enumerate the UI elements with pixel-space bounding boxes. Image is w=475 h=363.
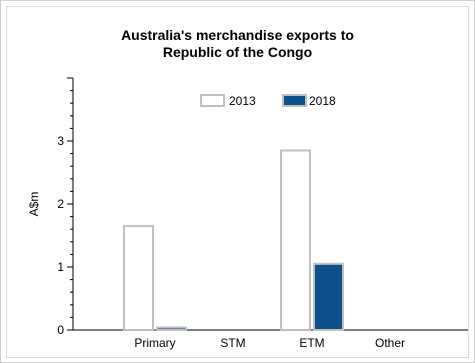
y-axis-title: A$m — [27, 192, 41, 217]
bar-2018-etm — [313, 262, 344, 332]
legend-label-2013: 2013 — [229, 94, 256, 108]
chart-title-line1: Australia's merchandise exports to — [121, 27, 354, 43]
y-tick-label: 0 — [57, 323, 64, 337]
x-tick-label: ETM — [299, 336, 324, 350]
legend-swatch-2013 — [200, 94, 225, 107]
legend-label-2018: 2018 — [309, 94, 336, 108]
chart-panel — [6, 6, 469, 358]
bar-2013-etm — [280, 149, 311, 331]
y-tick-label: 3 — [57, 134, 64, 148]
chart-title: Australia's merchandise exports to Repub… — [0, 27, 475, 61]
y-tick-label: 1 — [57, 260, 64, 274]
x-tick-label: Other — [375, 336, 405, 350]
y-tick-label: 2 — [57, 197, 64, 211]
bar-2018-primary — [156, 326, 187, 332]
x-tick-label: STM — [220, 336, 245, 350]
chart-title-line2: Republic of the Congo — [162, 44, 313, 60]
x-tick-label: Primary — [134, 336, 175, 350]
legend-swatch-2018 — [282, 94, 307, 107]
bar-2013-primary — [123, 225, 154, 331]
